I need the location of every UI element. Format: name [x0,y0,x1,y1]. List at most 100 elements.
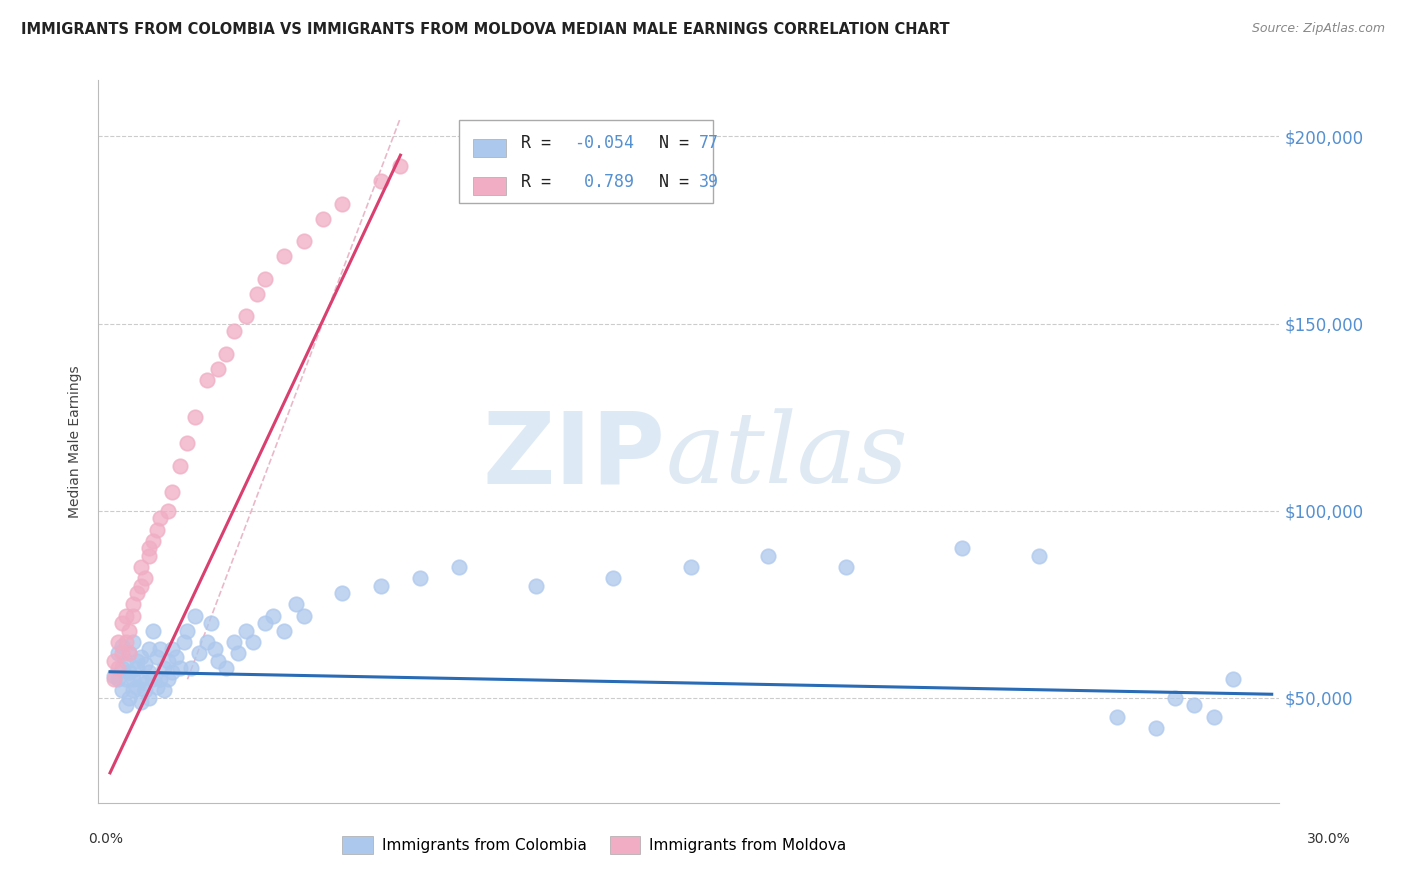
Point [215,346,238,360]
Y-axis label: Median Male Earnings: Median Male Earnings [69,365,83,518]
Point [207,654,229,668]
Point [149,673,172,687]
Point [157,654,180,668]
Point [122,683,145,698]
Point [273,249,295,263]
Point [679,560,702,574]
Point [149,511,172,525]
Point [145,523,167,537]
Point [142,673,165,687]
Point [176,624,198,638]
Text: atlas: atlas [665,409,908,504]
Point [118,646,141,660]
Point [138,541,160,556]
Point [138,665,160,679]
Point [184,608,207,623]
Point [111,616,134,631]
Point [114,698,136,713]
Point [173,635,195,649]
Point [103,654,125,668]
Point [262,608,284,623]
Point [253,616,276,631]
Point [169,661,191,675]
Point [200,616,222,631]
Text: 0.0%: 0.0% [89,832,122,846]
Point [118,646,141,660]
Point [111,683,134,698]
Point [145,649,167,664]
Point [145,680,167,694]
Point [134,683,156,698]
Point [1105,709,1128,723]
Point [524,579,547,593]
Text: 39: 39 [699,172,718,191]
Point [142,624,165,638]
Point [242,635,264,649]
Point [122,598,145,612]
Text: Source: ZipAtlas.com: Source: ZipAtlas.com [1251,22,1385,36]
Point [370,579,392,593]
Text: -0.054: -0.054 [575,135,634,153]
Point [114,635,136,649]
Point [222,324,245,338]
Point [134,571,156,585]
Point [370,174,392,188]
Point [153,683,176,698]
Text: 30.0%: 30.0% [1306,832,1351,846]
Point [134,676,156,690]
Text: IMMIGRANTS FROM COLOMBIA VS IMMIGRANTS FROM MOLDOVA MEDIAN MALE EARNINGS CORRELA: IMMIGRANTS FROM COLOMBIA VS IMMIGRANTS F… [21,22,949,37]
Point [149,642,172,657]
Text: 0.789: 0.789 [575,172,634,191]
Point [129,673,152,687]
Point [129,649,152,664]
Point [138,690,160,705]
Point [409,571,432,585]
Point [138,642,160,657]
Point [253,271,276,285]
Text: ZIP: ZIP [482,408,665,505]
Point [122,673,145,687]
Point [188,646,211,660]
Point [129,695,152,709]
Point [127,654,149,668]
Text: 77: 77 [699,135,718,153]
Point [1182,698,1205,713]
Point [1144,721,1167,735]
Point [235,309,257,323]
Point [122,608,145,623]
Point [235,624,257,638]
Point [142,533,165,548]
Point [332,586,354,600]
Point [114,608,136,623]
Point [1202,709,1225,723]
Point [138,549,160,563]
Point [134,657,156,672]
Point [273,624,295,638]
Point [215,661,238,675]
Point [246,286,269,301]
Point [118,665,141,679]
Point [157,504,180,518]
Bar [472,178,506,194]
Point [127,680,149,694]
Point [118,624,141,638]
Text: N =: N = [640,135,699,153]
Point [103,668,125,682]
Point [160,665,183,679]
Point [160,485,183,500]
Point [447,560,470,574]
Text: N =: N = [640,172,699,191]
Point [160,642,183,657]
Text: R =: R = [522,172,561,191]
Point [1028,549,1050,563]
Point [835,560,858,574]
Point [332,196,354,211]
Point [107,673,129,687]
Point [195,635,218,649]
Point [114,673,136,687]
Point [111,661,134,675]
FancyBboxPatch shape [458,120,713,203]
Point [756,549,779,563]
Point [165,649,187,664]
Point [103,673,125,687]
